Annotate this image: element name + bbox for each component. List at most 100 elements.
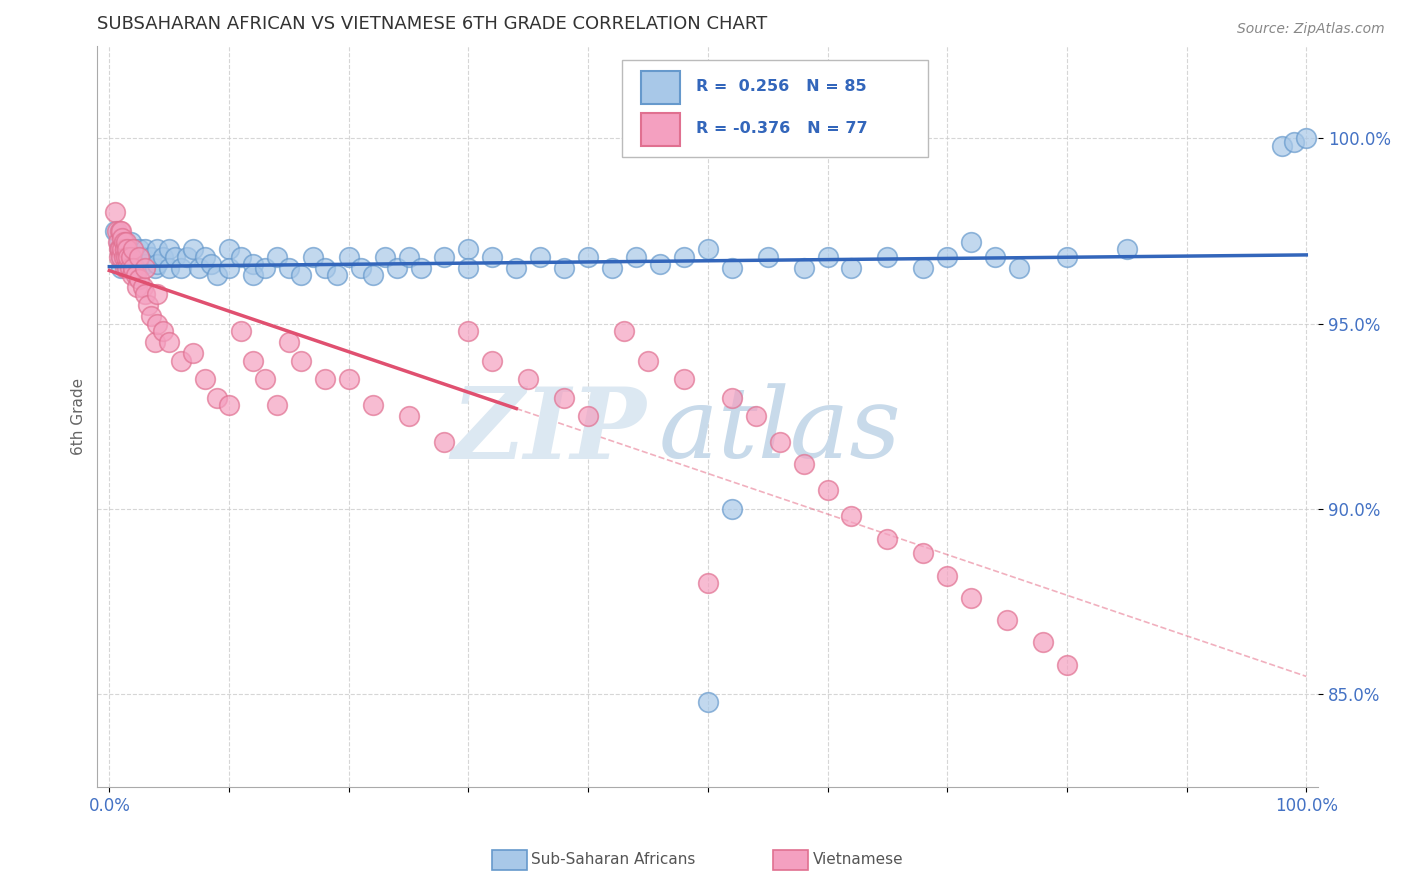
- Point: [398, 250, 420, 264]
- Point: [1271, 138, 1294, 153]
- Point: [398, 409, 420, 424]
- Point: [960, 235, 983, 249]
- Point: [122, 243, 145, 257]
- Point: [720, 502, 742, 516]
- Point: [600, 260, 623, 275]
- Point: [114, 243, 136, 257]
- Point: [146, 243, 169, 257]
- Point: [124, 250, 146, 264]
- Point: [111, 231, 134, 245]
- Point: [134, 257, 156, 271]
- Point: [936, 250, 959, 264]
- Point: [110, 250, 132, 264]
- Point: [134, 260, 156, 275]
- Point: [108, 235, 131, 249]
- Point: [529, 250, 551, 264]
- Point: [756, 250, 779, 264]
- Point: [105, 224, 128, 238]
- Point: [104, 205, 127, 219]
- Point: [205, 391, 228, 405]
- Point: [433, 435, 456, 450]
- Point: [181, 346, 204, 360]
- Point: [817, 483, 839, 498]
- Point: [648, 257, 671, 271]
- Point: [1056, 250, 1078, 264]
- Text: ZIP: ZIP: [451, 383, 647, 479]
- Point: [1032, 635, 1054, 649]
- Point: [108, 243, 131, 257]
- Point: [326, 268, 349, 283]
- Text: SUBSAHARAN AFRICAN VS VIETNAMESE 6TH GRADE CORRELATION CHART: SUBSAHARAN AFRICAN VS VIETNAMESE 6TH GRA…: [97, 15, 768, 33]
- Text: R =  0.256   N = 85: R = 0.256 N = 85: [696, 78, 866, 94]
- Point: [120, 250, 142, 264]
- Point: [433, 250, 456, 264]
- Point: [146, 287, 169, 301]
- Point: [624, 250, 647, 264]
- Point: [457, 243, 479, 257]
- Point: [188, 260, 211, 275]
- Point: [817, 250, 839, 264]
- Point: [696, 695, 718, 709]
- Point: [134, 243, 156, 257]
- Point: [912, 546, 935, 560]
- Point: [995, 613, 1018, 627]
- Point: [290, 353, 312, 368]
- Point: [242, 353, 264, 368]
- Point: [110, 224, 132, 238]
- Point: [301, 250, 323, 264]
- Point: [361, 398, 384, 412]
- FancyBboxPatch shape: [623, 61, 928, 157]
- Point: [118, 260, 141, 275]
- Point: [1008, 260, 1031, 275]
- Point: [1056, 657, 1078, 672]
- Point: [266, 398, 288, 412]
- Point: [146, 317, 169, 331]
- Text: Sub-Saharan Africans: Sub-Saharan Africans: [531, 853, 696, 867]
- Point: [194, 372, 217, 386]
- Point: [128, 272, 150, 286]
- Point: [361, 268, 384, 283]
- Point: [165, 250, 187, 264]
- Point: [385, 260, 408, 275]
- Point: [110, 250, 132, 264]
- Point: [374, 250, 396, 264]
- Point: [110, 260, 132, 275]
- Point: [194, 250, 217, 264]
- Point: [115, 235, 138, 249]
- Y-axis label: 6th Grade: 6th Grade: [72, 377, 86, 455]
- Point: [457, 260, 479, 275]
- Point: [141, 309, 163, 323]
- Point: [229, 324, 252, 338]
- Point: [314, 260, 336, 275]
- Point: [117, 260, 139, 275]
- Point: [242, 268, 264, 283]
- Point: [960, 591, 983, 605]
- Point: [481, 353, 503, 368]
- Point: [117, 250, 139, 264]
- Point: [108, 224, 131, 238]
- Point: [337, 372, 360, 386]
- Point: [218, 243, 240, 257]
- Text: R = -0.376   N = 77: R = -0.376 N = 77: [696, 120, 868, 136]
- Point: [143, 335, 166, 350]
- Point: [143, 260, 166, 275]
- Point: [253, 260, 276, 275]
- Point: [912, 260, 935, 275]
- Point: [277, 335, 299, 350]
- Point: [205, 268, 228, 283]
- Point: [242, 257, 264, 271]
- Point: [114, 243, 136, 257]
- Point: [876, 532, 898, 546]
- Point: [141, 250, 163, 264]
- Point: [696, 243, 718, 257]
- Point: [553, 260, 575, 275]
- Point: [769, 435, 792, 450]
- Point: [290, 268, 312, 283]
- Point: [229, 250, 252, 264]
- Point: [576, 250, 599, 264]
- Point: [350, 260, 373, 275]
- Point: [876, 250, 898, 264]
- Point: [984, 250, 1007, 264]
- Point: [696, 576, 718, 591]
- Point: [112, 250, 135, 264]
